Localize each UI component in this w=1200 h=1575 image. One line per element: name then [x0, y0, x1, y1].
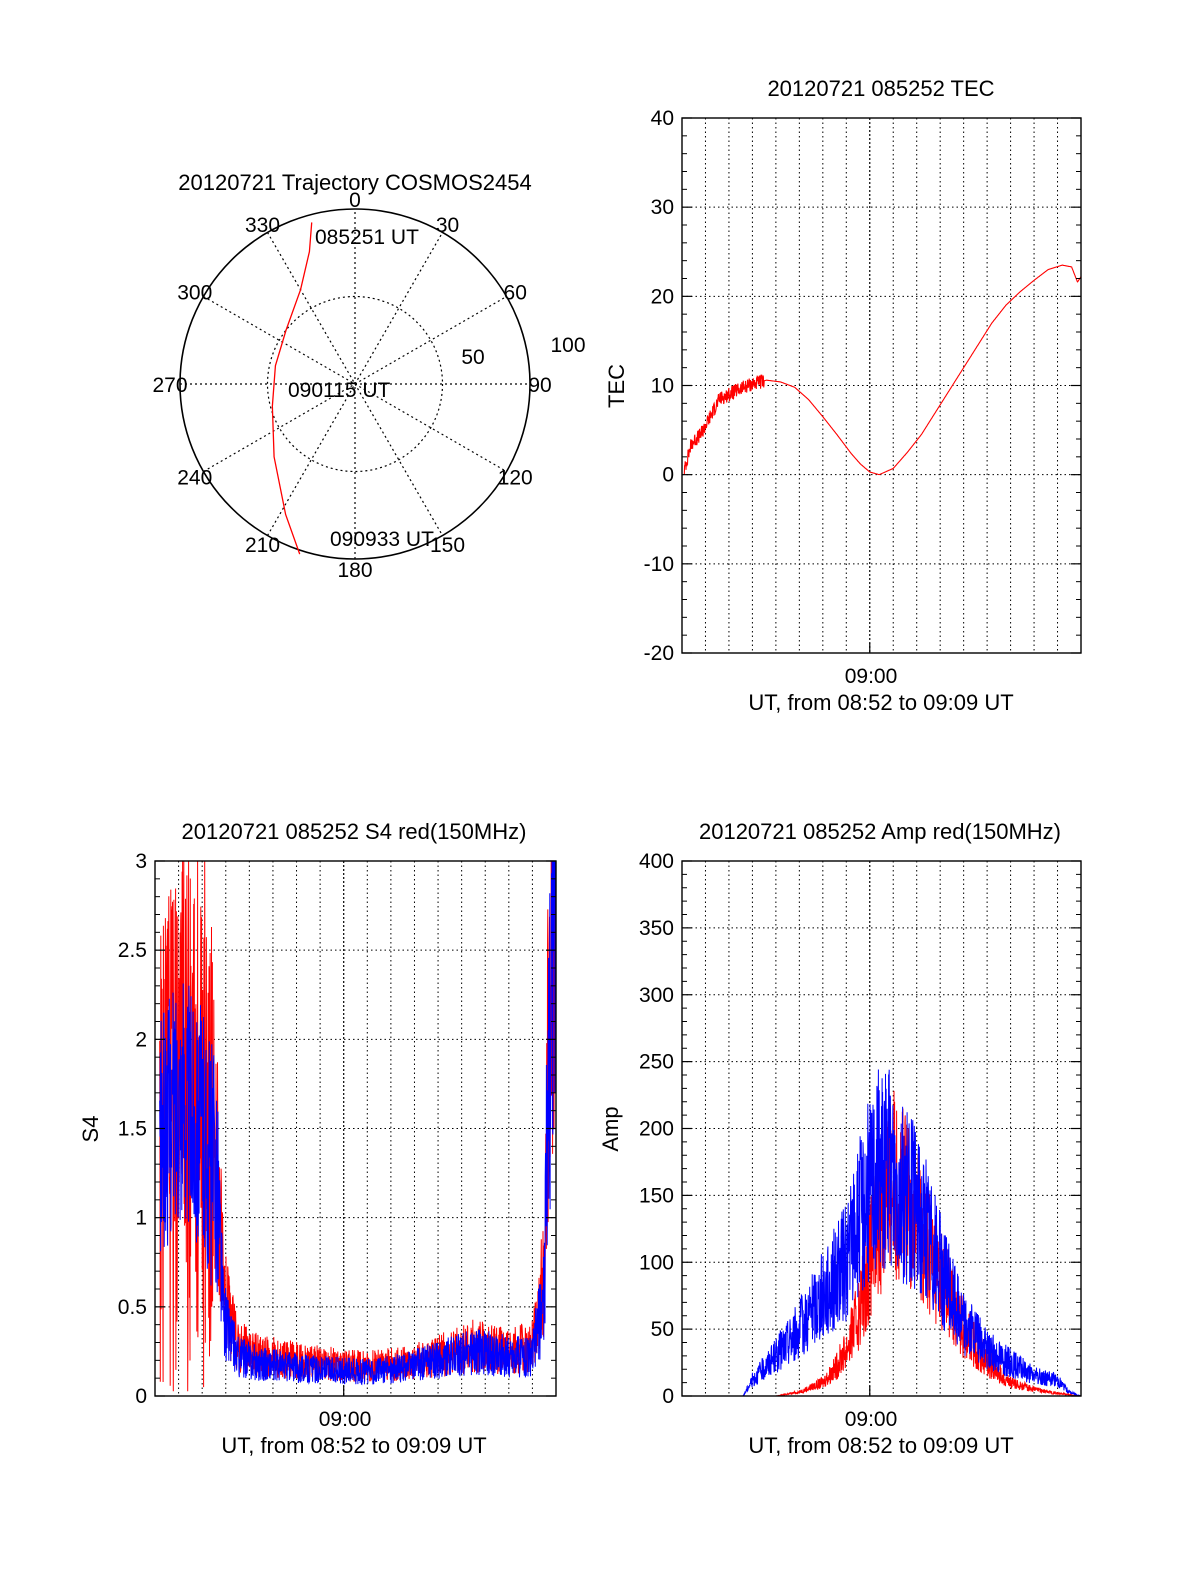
s4-x-axis-label: UT, from 08:52 to 09:09 UT	[221, 1433, 486, 1458]
y-tick-label: 1	[135, 1207, 147, 1230]
series-line-red	[159, 860, 557, 1392]
polar-azimuth-label: 90	[528, 374, 551, 397]
series-line-blue	[682, 1069, 1082, 1397]
y-tick-label: 0.5	[118, 1296, 147, 1319]
amp-x-tick-label: 09:00	[845, 1408, 898, 1431]
trajectory-middle-label: 090115 UT	[288, 379, 391, 402]
y-tick-label: 0	[662, 464, 674, 487]
y-tick-label: 3	[135, 850, 147, 873]
s4-y-axis-label: S4	[78, 1116, 103, 1143]
trajectory-path	[271, 222, 313, 555]
polar-azimuth-label: 30	[436, 214, 459, 237]
trajectory-polar-plot: 20120721 Trajectory COSMOS2454 0 30 60 90 12…	[152, 170, 585, 582]
y-tick-label: 40	[651, 107, 674, 130]
s4-line-chart: 20120721 085252 S4 red(150MHz) 0 0.5 1 1.5 2…	[78, 819, 557, 1458]
polar-azimuth-label: 210	[245, 534, 280, 557]
tec-x-tick-label: 09:00	[845, 665, 898, 688]
y-tick-label: 250	[639, 1051, 674, 1074]
amp-x-axis-label: UT, from 08:52 to 09:09 UT	[748, 1433, 1013, 1458]
polar-azimuth-label: 300	[177, 282, 212, 305]
s4-plot-frame	[154, 860, 557, 1397]
y-tick-label: 2.5	[118, 939, 147, 962]
polar-azimuth-label: 270	[152, 374, 187, 397]
s4-x-tick-label: 09:00	[319, 1408, 372, 1431]
polar-azimuth-label: 150	[430, 534, 465, 557]
y-tick-label: 0	[662, 1385, 674, 1408]
tec-y-axis-label: TEC	[604, 364, 629, 408]
s4-title: 20120721 085252 S4 red(150MHz)	[182, 819, 527, 844]
polar-ring-label: 100	[550, 334, 585, 357]
y-tick-label: 30	[651, 196, 674, 219]
polar-azimuth-label: 120	[498, 467, 533, 490]
polar-azimuth-label: 180	[337, 559, 372, 582]
y-tick-label: 300	[639, 984, 674, 1007]
amp-title: 20120721 085252 Amp red(150MHz)	[699, 819, 1061, 844]
series-line-blue	[159, 860, 557, 1386]
polar-ring-label: 50	[461, 346, 484, 369]
y-tick-label: 1.5	[118, 1118, 147, 1141]
y-tick-label: 150	[639, 1184, 674, 1207]
amp-line-chart: 20120721 085252 Amp red(150MHz) 0 50 100 15…	[598, 819, 1082, 1458]
y-tick-label: 0	[135, 1385, 147, 1408]
y-tick-label: -20	[644, 642, 674, 665]
y-tick-label: 20	[651, 285, 674, 308]
y-tick-label: -10	[644, 553, 674, 576]
trajectory-start-label: 085251 UT	[315, 226, 419, 249]
y-tick-label: 2	[135, 1028, 147, 1051]
y-tick-label: 350	[639, 917, 674, 940]
polar-azimuth-label: 240	[177, 467, 212, 490]
amp-y-axis-label: Amp	[598, 1106, 623, 1151]
y-tick-label: 100	[639, 1251, 674, 1274]
polar-azimuth-label: 60	[504, 282, 527, 305]
y-tick-label: 50	[651, 1318, 674, 1341]
tec-title: 20120721 085252 TEC	[767, 76, 994, 101]
trajectory-title: 20120721 Trajectory COSMOS2454	[178, 170, 531, 195]
y-tick-label: 10	[651, 375, 674, 398]
trajectory-end-label: 090933 UT	[330, 528, 434, 551]
tec-x-axis-label: UT, from 08:52 to 09:09 UT	[748, 690, 1013, 715]
y-tick-label: 400	[639, 850, 674, 873]
polar-inner-ring	[266, 295, 444, 473]
polar-azimuth-label: 0	[349, 189, 361, 212]
series-line-red	[683, 264, 1082, 476]
polar-spoke-150	[266, 232, 444, 536]
polar-azimuth-label: 330	[245, 214, 280, 237]
y-tick-label: 200	[639, 1118, 674, 1141]
tec-line-chart: 20120721 085252 TEC -20 -10 0 10 20 30 40 09:0…	[604, 76, 1082, 715]
